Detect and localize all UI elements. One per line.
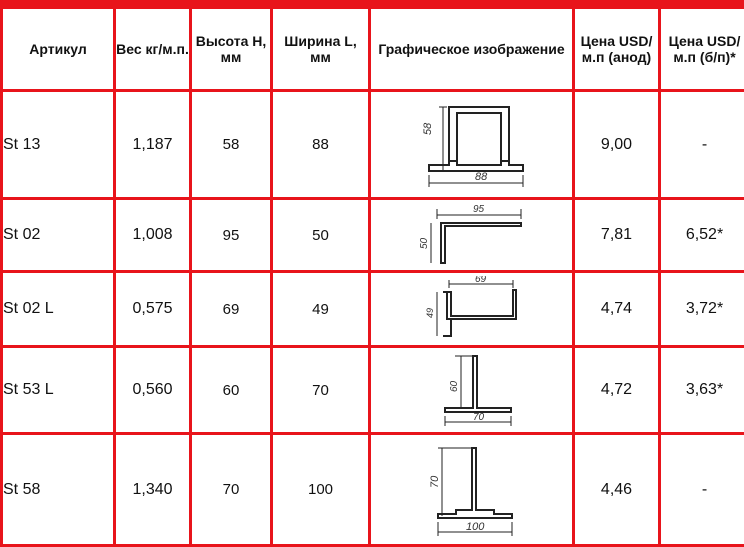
dim-width-label: 100	[466, 521, 485, 533]
cell-drawing: 95 50	[368, 197, 575, 273]
cell-article: St 53 L	[0, 345, 116, 435]
header-width: Ширина L, мм	[270, 6, 371, 92]
cell-width: 49	[270, 270, 371, 348]
cell-price-anod: 7,81	[572, 197, 661, 273]
header-price-anod: Цена USD/м.п (анод)	[572, 6, 661, 92]
profile-drawing-st13: 58 88	[422, 105, 524, 187]
profile-drawing-st02l: 69 49	[425, 276, 517, 337]
cell-price-anod: 9,00	[572, 89, 661, 200]
cell-price-anod: 4,72	[572, 345, 661, 435]
cell-price-bp: 6,52*	[658, 197, 744, 273]
cell-price-bp: -	[658, 89, 744, 200]
header-height: Высота H, мм	[189, 6, 273, 92]
dim-width-label: 69	[475, 276, 487, 285]
header-price-bp: Цена USD/м.п (б/п)*	[658, 6, 744, 92]
cell-weight: 0,575	[113, 270, 192, 348]
profile-drawing-st02: 95 50	[419, 204, 522, 264]
table-row: St 53 L 0,560 60 70 60	[0, 345, 744, 435]
top-red-band	[0, 0, 744, 8]
cell-width: 88	[270, 89, 371, 200]
dim-height-label: 60	[449, 380, 460, 392]
cell-weight: 1,187	[113, 89, 192, 200]
table-row: St 02 L 0,575 69 49	[0, 270, 744, 348]
cell-height: 69	[189, 270, 273, 348]
cell-price-bp: -	[658, 432, 744, 547]
table-row: St 13 1,187 58 88	[0, 89, 744, 200]
cell-height: 60	[189, 345, 273, 435]
dim-height-label: 50	[419, 237, 430, 249]
table-header-row: Артикул Вес кг/м.п. Высота H, мм Ширина …	[0, 6, 744, 92]
profile-drawing-st58: 70 100	[429, 446, 513, 536]
cell-height: 70	[189, 432, 273, 547]
profile-price-table: Артикул Вес кг/м.п. Высота H, мм Ширина …	[0, 6, 744, 547]
header-drawing: Графическое изображение	[368, 6, 575, 92]
cell-height: 58	[189, 89, 273, 200]
cell-drawing: 69 49	[368, 270, 575, 348]
cell-price-bp: 3,63*	[658, 345, 744, 435]
cell-article: St 13	[0, 89, 116, 200]
dim-width-label: 95	[473, 204, 485, 215]
cell-drawing: 70 100	[368, 432, 575, 547]
cell-weight: 1,008	[113, 197, 192, 273]
header-weight: Вес кг/м.п.	[113, 6, 192, 92]
cell-article: St 58	[0, 432, 116, 547]
table-row: St 58 1,340 70 100 70	[0, 432, 744, 547]
cell-article: St 02 L	[0, 270, 116, 348]
cell-width: 100	[270, 432, 371, 547]
cell-drawing: 60 70	[368, 345, 575, 435]
dim-height-label: 49	[425, 308, 435, 318]
cell-drawing: 58 88	[368, 89, 575, 200]
cell-price-bp: 3,72*	[658, 270, 744, 348]
cell-width: 70	[270, 345, 371, 435]
table-row: St 02 1,008 95 50 95 50	[0, 197, 744, 273]
profile-drawing-st53l: 60 70	[443, 355, 512, 426]
dim-height-label: 70	[429, 474, 441, 487]
dim-width-label: 70	[473, 412, 485, 423]
cell-weight: 1,340	[113, 432, 192, 547]
cell-weight: 0,560	[113, 345, 192, 435]
dim-width-label: 88	[475, 171, 488, 183]
dim-height-label: 58	[422, 121, 434, 134]
header-article: Артикул	[0, 6, 116, 92]
cell-price-anod: 4,74	[572, 270, 661, 348]
cell-height: 95	[189, 197, 273, 273]
cell-price-anod: 4,46	[572, 432, 661, 547]
cell-article: St 02	[0, 197, 116, 273]
cell-width: 50	[270, 197, 371, 273]
